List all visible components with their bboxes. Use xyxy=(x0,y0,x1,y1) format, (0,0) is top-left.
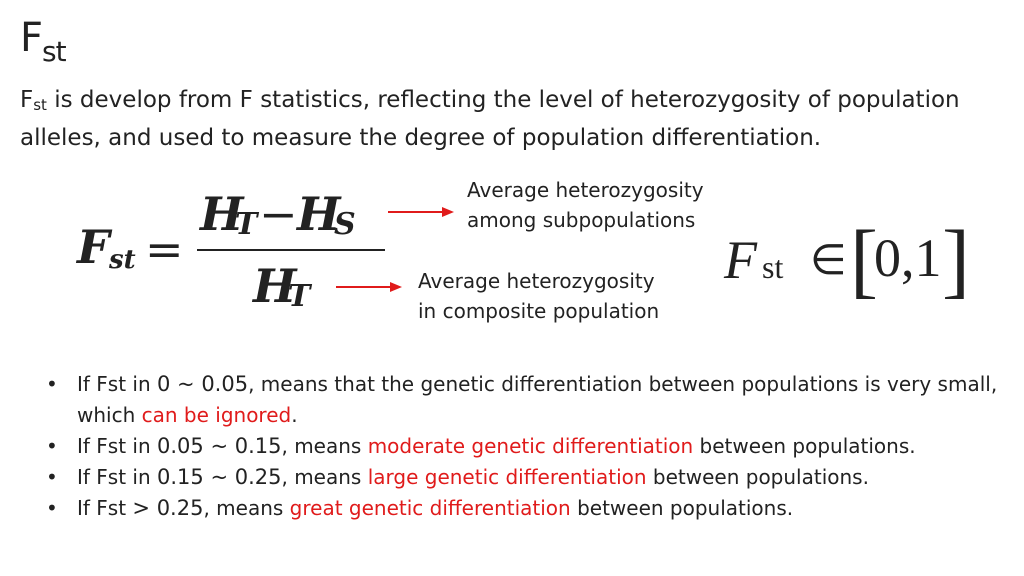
bullet-icon: • xyxy=(46,372,58,396)
formula-num-s: S xyxy=(334,207,356,242)
bullet-range: 0.15 ~ 0.25 xyxy=(157,465,282,489)
formula-lhs-f: F xyxy=(75,220,113,274)
element-of-icon: ∈ xyxy=(810,238,847,284)
formula-num-h1: H xyxy=(198,190,245,241)
range-interval: 0,1 xyxy=(874,228,942,288)
formula-num-t: T xyxy=(235,207,260,242)
list-item: • If Fst > 0.25, means great genetic diff… xyxy=(42,493,1002,524)
annotation-numerator-line1: Average heterozygosity xyxy=(467,178,704,202)
bullet-icon: • xyxy=(46,434,58,458)
formula-equals: = xyxy=(145,222,184,276)
list-item: • If Fst in 0.15 ~ 0.25, means large gene… xyxy=(42,462,1002,493)
annotation-numerator-line2: among subpopulations xyxy=(467,208,696,232)
fst-interpretation-list: • If Fst in 0 ~ 0.05, means that the gene… xyxy=(42,369,1002,524)
annotation-numerator: Average heterozygosity among subpopulati… xyxy=(467,175,704,235)
bullet-text: between populations. xyxy=(693,434,916,458)
intro-text: is develop from F statistics, reflecting… xyxy=(20,87,960,151)
bullet-highlight: large genetic differentiation xyxy=(367,465,647,489)
formula-den-t: T xyxy=(288,279,313,314)
title-subscript: st xyxy=(42,35,67,68)
range-f: F xyxy=(723,230,758,290)
annotation-denominator-line2: in composite population xyxy=(418,299,660,323)
bullet-text: If Fst xyxy=(77,496,133,520)
fst-range-expression: F st ∈ [ 0,1 ] xyxy=(723,214,970,302)
bullet-range: 0 ~ 0.05 xyxy=(157,372,249,396)
bullet-range: > 0.25 xyxy=(132,496,204,520)
formula-lhs-subscript: st xyxy=(108,245,136,275)
range-subscript: st xyxy=(762,249,783,285)
intro-symbol: F xyxy=(20,87,34,113)
bullet-highlight: moderate genetic differentiation xyxy=(367,434,694,458)
page-title: Fst xyxy=(20,15,67,68)
left-bracket: [ xyxy=(850,214,878,302)
bullet-highlight: can be ignored xyxy=(141,403,292,427)
bullet-text: If Fst in xyxy=(77,434,158,458)
intro-paragraph: Fst is develop from F statistics, reflec… xyxy=(20,84,1020,155)
bullet-text: If Fst in xyxy=(77,465,158,489)
bullet-icon: • xyxy=(46,496,58,520)
bullet-text: , means that the genetic differentiation… xyxy=(77,372,998,427)
bullet-icon: • xyxy=(46,465,58,489)
formula-minus: − xyxy=(259,190,298,241)
list-item: • If Fst in 0.05 ~ 0.15, means moderate g… xyxy=(42,431,1002,462)
bullet-text: . xyxy=(291,403,298,427)
arrow-bottom-right-icon xyxy=(336,282,402,292)
arrow-top-right-icon xyxy=(388,207,454,217)
bullet-text: between populations. xyxy=(646,465,869,489)
title-main: F xyxy=(20,15,43,61)
intro-symbol-subscript: st xyxy=(33,96,47,114)
formula-num-h2: H xyxy=(295,190,342,241)
bullet-text: If Fst in xyxy=(77,372,158,396)
list-item: • If Fst in 0 ~ 0.05, means that the gene… xyxy=(42,369,1002,431)
bullet-highlight: great genetic differentiation xyxy=(289,496,571,520)
formula-den-h: H xyxy=(251,259,298,313)
bullet-range: 0.05 ~ 0.15 xyxy=(157,434,282,458)
annotation-denominator-line1: Average heterozygosity xyxy=(418,269,655,293)
bullet-text: between populations. xyxy=(570,496,794,520)
fst-formula: F st = H T − H S H T xyxy=(75,190,385,314)
right-bracket: ] xyxy=(942,214,970,302)
bullet-text: , means xyxy=(281,465,368,489)
bullet-text: , means xyxy=(203,496,290,520)
bullet-text: , means xyxy=(281,434,368,458)
annotation-denominator: Average heterozygosity in composite popu… xyxy=(418,266,659,326)
